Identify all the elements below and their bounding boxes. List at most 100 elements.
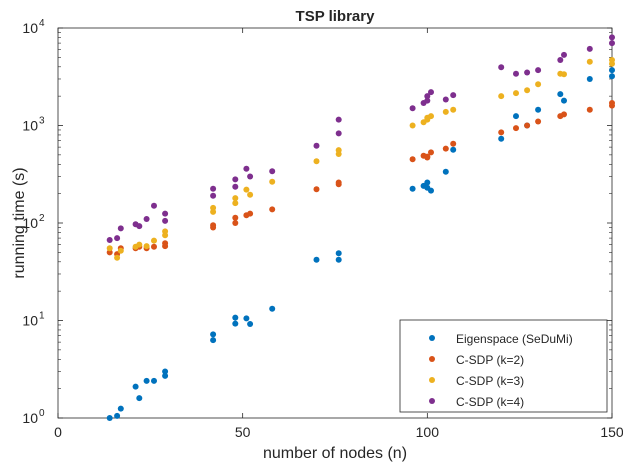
data-point [243, 186, 250, 193]
legend-marker [429, 377, 435, 383]
data-point [136, 223, 143, 230]
data-point [609, 100, 615, 106]
data-point [210, 185, 217, 192]
data-point [442, 108, 449, 115]
legend-marker [429, 335, 435, 341]
y-tick-label-exponent: 2 [39, 213, 45, 224]
data-point [151, 243, 157, 250]
data-point [524, 87, 531, 94]
y-tick-label-exponent: 0 [39, 408, 45, 419]
data-point [232, 200, 239, 207]
data-point [498, 129, 505, 136]
y-tick-label-exponent: 3 [39, 116, 45, 127]
data-point [335, 147, 342, 154]
data-point [210, 204, 217, 211]
data-point [586, 45, 593, 52]
x-tick-label: 150 [600, 424, 623, 440]
data-point [428, 89, 434, 96]
x-tick-label: 50 [235, 424, 251, 440]
data-point [609, 40, 615, 47]
x-axis-label: number of nodes (n) [263, 445, 407, 462]
y-axis-label: running time (s) [11, 167, 28, 278]
data-point [313, 158, 320, 165]
data-point [106, 245, 113, 252]
data-point [247, 210, 254, 217]
data-point [535, 118, 542, 125]
data-point [424, 153, 431, 160]
data-point [313, 142, 320, 149]
data-point [151, 237, 157, 244]
data-point [269, 178, 276, 185]
data-point [609, 34, 615, 41]
y-tick-label: 10 [22, 313, 38, 329]
y-tick-label: 10 [22, 118, 38, 134]
data-point [114, 235, 121, 242]
legend-box [399, 319, 608, 413]
data-point [450, 92, 457, 99]
data-point [442, 96, 449, 103]
data-point [609, 73, 615, 80]
data-point [162, 210, 169, 217]
data-point [424, 93, 431, 100]
data-point [269, 206, 276, 213]
data-point [106, 249, 113, 256]
data-point [269, 168, 276, 175]
data-point [557, 91, 564, 98]
data-point [409, 156, 416, 163]
data-point [335, 250, 342, 257]
data-point [535, 106, 542, 113]
data-point [210, 331, 217, 338]
data-point [132, 383, 139, 390]
data-point [313, 256, 320, 263]
data-point [609, 67, 615, 74]
data-point [210, 192, 217, 199]
data-point [428, 187, 434, 194]
data-point [335, 256, 342, 263]
data-point [162, 372, 169, 379]
legend-label: C-SDP (k=3) [456, 374, 524, 388]
data-point [210, 224, 217, 231]
data-point [269, 305, 276, 312]
data-point [232, 176, 239, 183]
data-point [151, 377, 157, 384]
data-point [586, 58, 593, 65]
data-point [561, 111, 567, 118]
data-point [232, 314, 239, 321]
legend: Eigenspace (SeDuMi) C-SDP (k=2) C-SDP (k=3… [399, 319, 608, 413]
data-point [586, 76, 593, 82]
data-point [247, 191, 254, 198]
data-point [335, 130, 342, 137]
data-point [117, 405, 124, 412]
data-point [524, 122, 531, 129]
data-point [498, 64, 505, 71]
data-point [535, 67, 542, 74]
data-point [498, 135, 505, 142]
data-point [428, 149, 434, 156]
data-point [247, 173, 254, 180]
data-point [143, 377, 150, 384]
data-point [151, 202, 157, 209]
data-point [136, 241, 143, 248]
data-point [513, 70, 519, 77]
data-point [243, 165, 250, 172]
data-point [232, 183, 239, 190]
legend-marker [429, 356, 435, 362]
data-point [561, 51, 567, 58]
series-3 [106, 57, 615, 261]
y-tick-label: 10 [22, 410, 38, 426]
data-point [513, 113, 519, 120]
x-tick-label: 100 [416, 424, 440, 440]
data-point [136, 395, 143, 402]
data-point [313, 186, 320, 193]
data-point [162, 217, 169, 224]
data-point [409, 122, 416, 129]
data-point [409, 105, 416, 112]
data-point [513, 90, 519, 97]
data-point [232, 220, 239, 226]
data-point [117, 247, 124, 254]
data-point [498, 93, 505, 100]
data-point [561, 71, 567, 78]
data-point [143, 216, 150, 222]
